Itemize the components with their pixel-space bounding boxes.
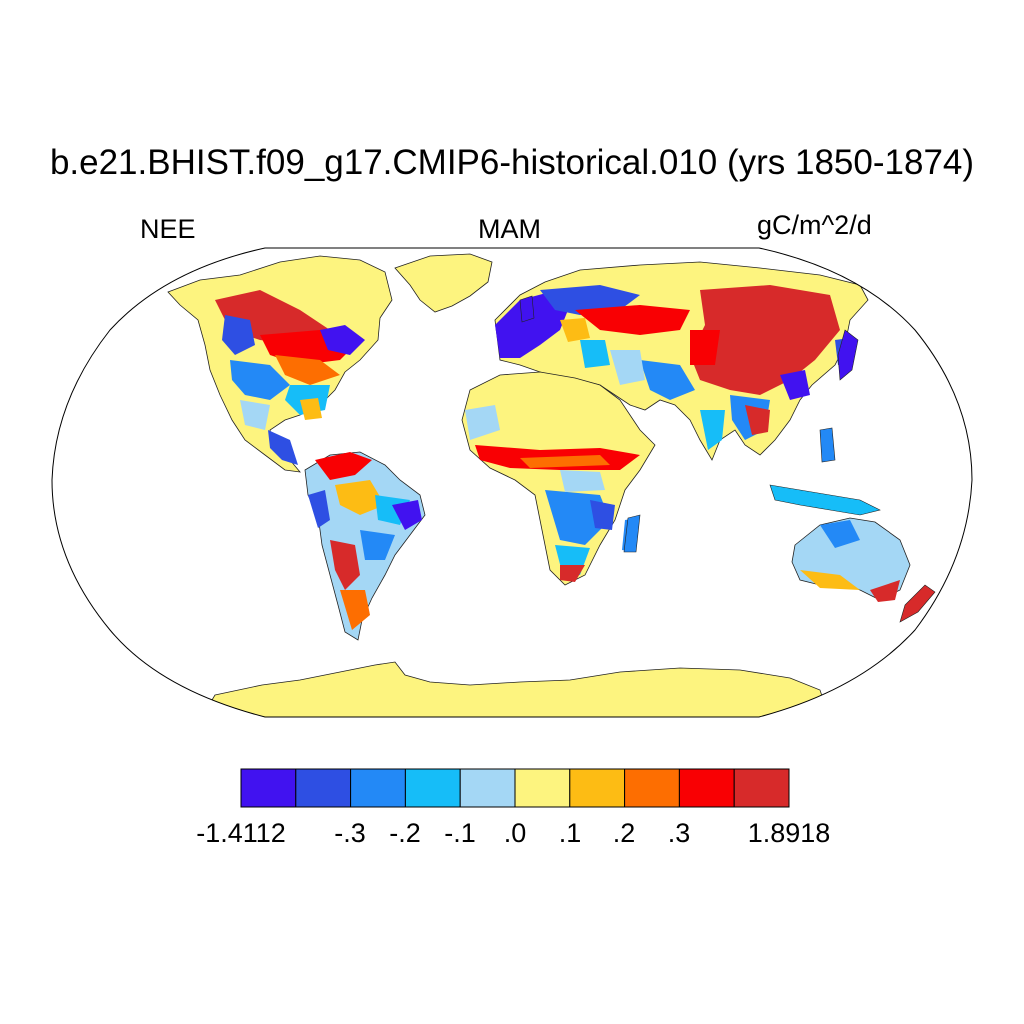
eurasia	[494, 261, 869, 461]
colorbar-swatch	[678, 768, 735, 808]
greenland	[394, 253, 493, 313]
colorbar-tick-label: -.1	[444, 818, 476, 848]
colorbar-swatch	[733, 768, 790, 808]
colorbar-tick-label: -.2	[389, 818, 421, 848]
africa	[461, 371, 656, 586]
season-label: MAM	[478, 214, 541, 244]
units-label: gC/m^2/d	[757, 210, 872, 240]
colorbar-tick-label: -.3	[334, 818, 366, 848]
colorbar-swatch	[295, 768, 352, 808]
new-zealand	[899, 584, 936, 623]
colorbar-tick-label: 1.8918	[747, 818, 831, 848]
colorbar-swatch	[350, 768, 406, 808]
globe-outline	[51, 247, 973, 718]
philippines	[819, 427, 836, 463]
japan	[837, 329, 859, 381]
colorbar-swatch	[514, 768, 571, 808]
map-title: b.e21.BHIST.f09_g17.CMIP6-historical.010…	[49, 143, 975, 182]
colorbar-tick-label: .3	[667, 818, 691, 848]
variable-label: NEE	[140, 214, 196, 244]
colorbar-tick-label: .0	[503, 818, 527, 848]
colorbar-tick-label: .1	[558, 818, 582, 848]
colorbar-tick-label: .2	[612, 818, 636, 848]
colorbar-tick-label: -1.4112	[196, 818, 286, 848]
antarctica	[199, 661, 831, 717]
british-isles	[519, 295, 535, 323]
indonesia	[769, 484, 881, 516]
colorbar-swatch	[569, 768, 626, 808]
madagascar	[623, 514, 641, 553]
colorbar-swatch	[624, 768, 680, 808]
colorbar-swatch	[404, 768, 461, 808]
colorbar-swatch	[459, 768, 516, 808]
south-america	[304, 451, 426, 641]
australia	[791, 517, 911, 602]
colorbar-swatch	[240, 768, 297, 808]
north-america	[167, 255, 393, 473]
